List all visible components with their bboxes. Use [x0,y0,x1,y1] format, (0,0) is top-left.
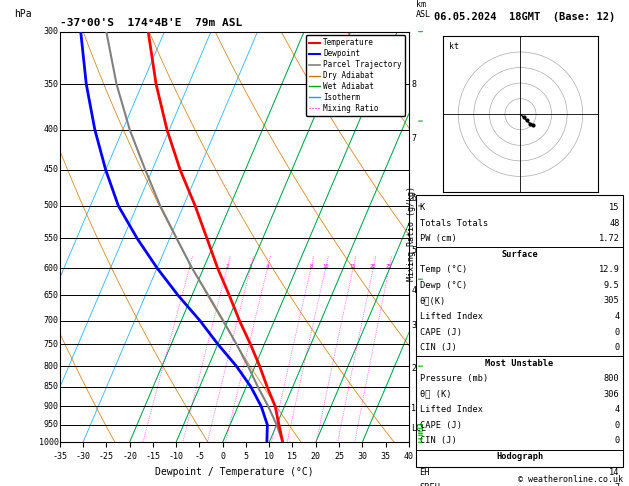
Text: 48: 48 [609,219,620,228]
Text: Most Unstable: Most Unstable [486,359,554,368]
Text: 305: 305 [604,296,620,306]
Text: 0: 0 [615,343,620,352]
Text: K: K [420,203,425,212]
Text: 3: 3 [411,321,416,330]
Text: 900: 900 [44,402,59,411]
Text: 14: 14 [609,468,620,477]
Text: 750: 750 [44,340,59,348]
Text: 0: 0 [615,421,620,430]
Text: Temp (°C): Temp (°C) [420,265,467,275]
Text: 350: 350 [44,80,59,88]
Text: SREH: SREH [420,483,440,486]
Text: 650: 650 [44,291,59,300]
Text: 450: 450 [44,165,59,174]
Text: 950: 950 [44,420,59,429]
Text: 600: 600 [44,263,59,273]
Text: 1000: 1000 [39,438,59,447]
Text: 500: 500 [44,201,59,210]
Text: 300: 300 [44,27,59,36]
Text: Lifted Index: Lifted Index [420,312,482,321]
Text: Pressure (mb): Pressure (mb) [420,374,488,383]
Text: 25: 25 [386,264,392,269]
Text: CIN (J): CIN (J) [420,436,456,446]
Text: 15: 15 [350,264,356,269]
Text: Hodograph: Hodograph [496,452,543,461]
Text: Dewp (°C): Dewp (°C) [420,281,467,290]
Text: EH: EH [420,468,430,477]
Text: kt: kt [449,42,459,51]
Text: 7: 7 [615,483,620,486]
Text: 5: 5 [411,246,416,255]
Text: 850: 850 [44,382,59,391]
Text: 10: 10 [322,264,329,269]
Text: hPa: hPa [14,9,32,19]
Text: Surface: Surface [501,250,538,259]
X-axis label: Dewpoint / Temperature (°C): Dewpoint / Temperature (°C) [155,467,314,477]
Text: CAPE (J): CAPE (J) [420,328,462,337]
Text: 700: 700 [44,316,59,325]
Text: 9.5: 9.5 [604,281,620,290]
Text: 0: 0 [615,436,620,446]
Text: 2: 2 [225,264,228,269]
Text: LCL: LCL [411,424,426,433]
Text: 1: 1 [411,404,416,413]
Text: © weatheronline.co.uk: © weatheronline.co.uk [518,474,623,484]
Legend: Temperature, Dewpoint, Parcel Trajectory, Dry Adiabat, Wet Adiabat, Isotherm, Mi: Temperature, Dewpoint, Parcel Trajectory… [306,35,405,116]
Text: 4: 4 [615,312,620,321]
Text: 800: 800 [44,362,59,371]
Text: 06.05.2024  18GMT  (Base: 12): 06.05.2024 18GMT (Base: 12) [434,12,615,22]
Text: Totals Totals: Totals Totals [420,219,488,228]
Text: 12.9: 12.9 [599,265,620,275]
Text: 7: 7 [411,134,416,142]
Text: km
ASL: km ASL [416,0,431,19]
Text: 1: 1 [187,264,191,269]
Text: 2: 2 [411,364,416,373]
Text: PW (cm): PW (cm) [420,234,456,243]
Text: 306: 306 [604,390,620,399]
Text: 8: 8 [309,264,313,269]
Text: 4: 4 [615,405,620,415]
Text: Lifted Index: Lifted Index [420,405,482,415]
Text: 3: 3 [248,264,252,269]
Text: 20: 20 [370,264,376,269]
Text: 4: 4 [411,286,416,295]
Text: 8: 8 [411,80,416,88]
Text: Mixing Ratio (g/kg): Mixing Ratio (g/kg) [408,186,416,281]
Text: 6: 6 [411,194,416,204]
Text: 1.72: 1.72 [599,234,620,243]
Text: 15: 15 [609,203,620,212]
Text: CAPE (J): CAPE (J) [420,421,462,430]
Text: θᴇ(K): θᴇ(K) [420,296,446,306]
Text: 0: 0 [615,328,620,337]
Text: 400: 400 [44,125,59,134]
Text: -37°00'S  174°4B'E  79m ASL: -37°00'S 174°4B'E 79m ASL [60,18,242,28]
Text: CIN (J): CIN (J) [420,343,456,352]
Text: θᴇ (K): θᴇ (K) [420,390,451,399]
Text: 4: 4 [266,264,269,269]
Text: 550: 550 [44,234,59,243]
Text: 800: 800 [604,374,620,383]
